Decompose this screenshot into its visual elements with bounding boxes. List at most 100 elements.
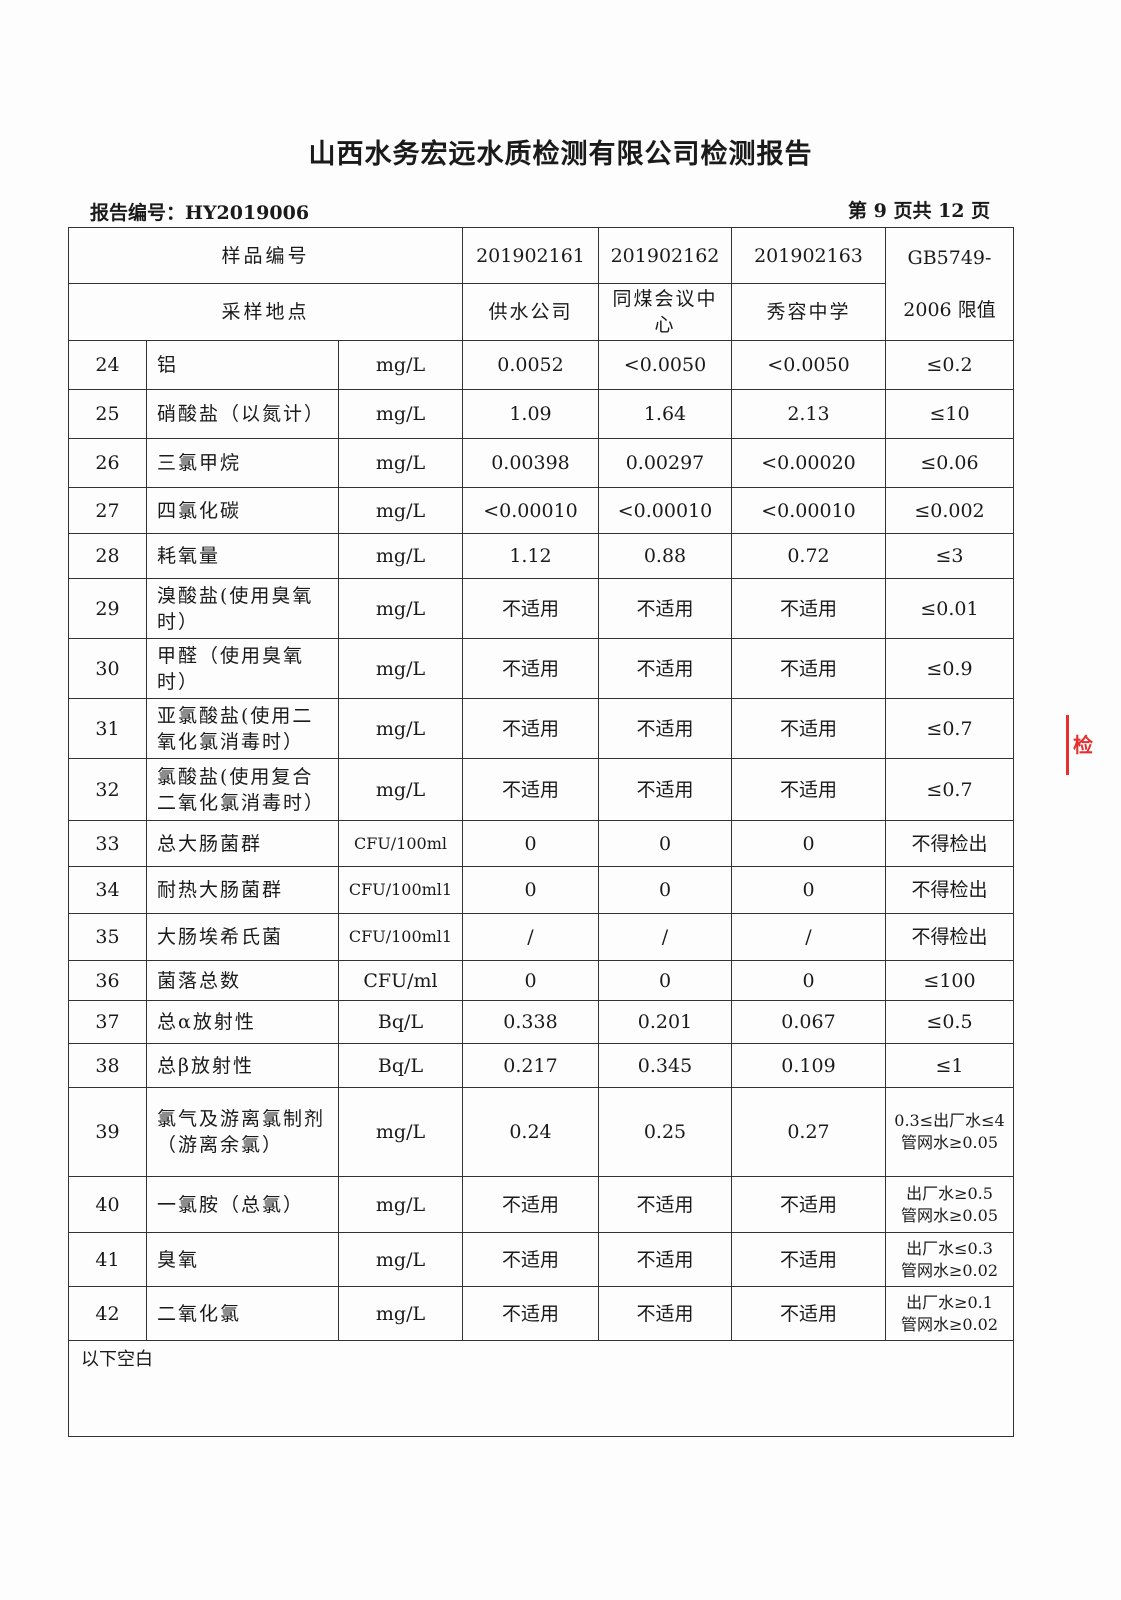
value: 0 [598,866,732,914]
unit: CFU/ml [338,960,463,1001]
value: 0 [731,820,886,867]
sample-no: 201902162 [598,227,732,284]
sample-site-label: 采样地点 [68,283,463,341]
value: 不适用 [462,578,599,639]
limit-value: ≤0.06 [885,438,1014,488]
table-row: 31 亚氯酸盐(使用二氧化氯消毒时） mg/L 不适用 不适用 不适用 ≤0.7 [68,698,1014,759]
row-number: 38 [68,1043,147,1088]
limit-value: 出厂水≤0.3 管网水≥0.02 [885,1232,1014,1287]
row-number: 42 [68,1286,147,1341]
limit-label-1: GB5749- [907,247,992,269]
item-name: 总α放射性 [146,1000,339,1044]
limit-value: ≤100 [885,960,1014,1001]
item-name: 氯气及游离氯制剂（游离余氯） [146,1087,339,1177]
value: 不适用 [462,758,599,821]
limit-label-2: 2006 限值 [903,299,996,321]
limit-value: 不得检出 [885,866,1014,914]
unit: mg/L [338,438,463,488]
unit: mg/L [338,1286,463,1341]
table-row: 38 总β放射性 Bq/L 0.217 0.345 0.109 ≤1 [68,1043,1014,1088]
value: 0.27 [731,1087,886,1177]
table-row: 40 一氯胺（总氯） mg/L 不适用 不适用 不适用 出厂水≥0.5 管网水≥0.05 [68,1176,1014,1233]
unit: mg/L [338,1232,463,1287]
value: 0.72 [731,533,886,579]
table-row: 35 大肠埃希氏菌 CFU/100ml1// / 不得检出 [68,913,1014,961]
value: 1.09 [462,389,599,439]
unit: mg/L [338,1176,463,1233]
value: <0.00020 [731,438,886,488]
unit: mg/L [338,487,463,534]
value: <0.0050 [731,340,886,390]
row-number: 27 [68,487,147,534]
value: 0 [462,820,599,867]
table-row: 41 臭氧 mg/L 不适用 不适用 不适用 出厂水≤0.3 管网水≥0.02 [68,1232,1014,1287]
value: 不适用 [598,758,732,821]
row-number: 26 [68,438,147,488]
value: <0.00010 [462,487,599,534]
unit: CFU/100ml1 [338,866,463,914]
limit-value: ≤0.7 [885,698,1014,759]
value: 不适用 [462,1286,599,1341]
item-name: 三氯甲烷 [146,438,339,488]
item-name: 总大肠菌群 [146,820,339,867]
row-number: 25 [68,389,147,439]
row-number: 32 [68,758,147,821]
value: 不适用 [462,638,599,699]
value: 0 [462,866,599,914]
header-row-sample: 样品编号 201902161 201902162 201902163 GB574… [68,227,1014,341]
value: 0.217 [462,1043,599,1088]
limit-value: 不得检出 [885,820,1014,867]
limit-value: 0.3≤出厂水≤4 管网水≥0.05 [885,1087,1014,1177]
limit-value: ≤3 [885,533,1014,579]
row-number: 39 [68,1087,147,1177]
limit-value: ≤0.2 [885,340,1014,390]
value: / [462,913,599,961]
value: <0.0050 [598,340,732,390]
table-row: 32 氯酸盐(使用复合二氧化氯消毒时） mg/L 不适用 不适用 不适用 ≤0.7 [68,758,1014,821]
row-number: 29 [68,578,147,639]
value: 不适用 [731,1176,886,1233]
results-table: 样品编号 201902161 201902162 201902163 GB574… [68,227,1014,1437]
value: 不适用 [598,1232,732,1287]
limit-value: ≤10 [885,389,1014,439]
row-number: 34 [68,866,147,914]
item-name: 耐热大肠菌群 [146,866,339,914]
value: 不适用 [598,578,732,639]
value: 不适用 [731,578,886,639]
table-row: 29 溴酸盐(使用臭氧时） mg/L 不适用 不适用 不适用 ≤0.01 [68,578,1014,639]
item-name: 臭氧 [146,1232,339,1287]
unit: CFU/100ml1 [338,913,463,961]
unit: CFU/100ml [338,820,463,867]
unit: mg/L [338,389,463,439]
unit: mg/L [338,638,463,699]
table-row: 26 三氯甲烷 mg/L 0.00398 0.00297 <0.00020 ≤0.06 [68,438,1014,488]
item-name: 四氯化碳 [146,487,339,534]
value: 0.067 [731,1000,886,1044]
row-number: 30 [68,638,147,699]
value: 不适用 [731,1232,886,1287]
row-number: 35 [68,913,147,961]
report-title: 山西水务宏远水质检测有限公司检测报告 [308,139,813,170]
value: <0.00010 [731,487,886,534]
value: 0.88 [598,533,732,579]
value: 不适用 [731,638,886,699]
value: 2.13 [731,389,886,439]
unit: mg/L [338,698,463,759]
row-number: 24 [68,340,147,390]
table-row: 36 菌落总数 CFU/ml 0 0 0 ≤100 [68,960,1014,1001]
limit-value: ≤0.9 [885,638,1014,699]
value: 不适用 [462,698,599,759]
table-row: 28 耗氧量 mg/L 1.12 0.88 0.72 ≤3 [68,533,1014,579]
unit: mg/L [338,533,463,579]
value: 0 [731,866,886,914]
value: 不适用 [598,1286,732,1341]
item-name: 大肠埃希氏菌 [146,913,339,961]
sample-no: 201902161 [462,227,599,284]
value: 0 [598,820,732,867]
unit: mg/L [338,340,463,390]
item-name: 菌落总数 [146,960,339,1001]
row-number: 37 [68,1000,147,1044]
value: 0.00398 [462,438,599,488]
value: 不适用 [462,1176,599,1233]
